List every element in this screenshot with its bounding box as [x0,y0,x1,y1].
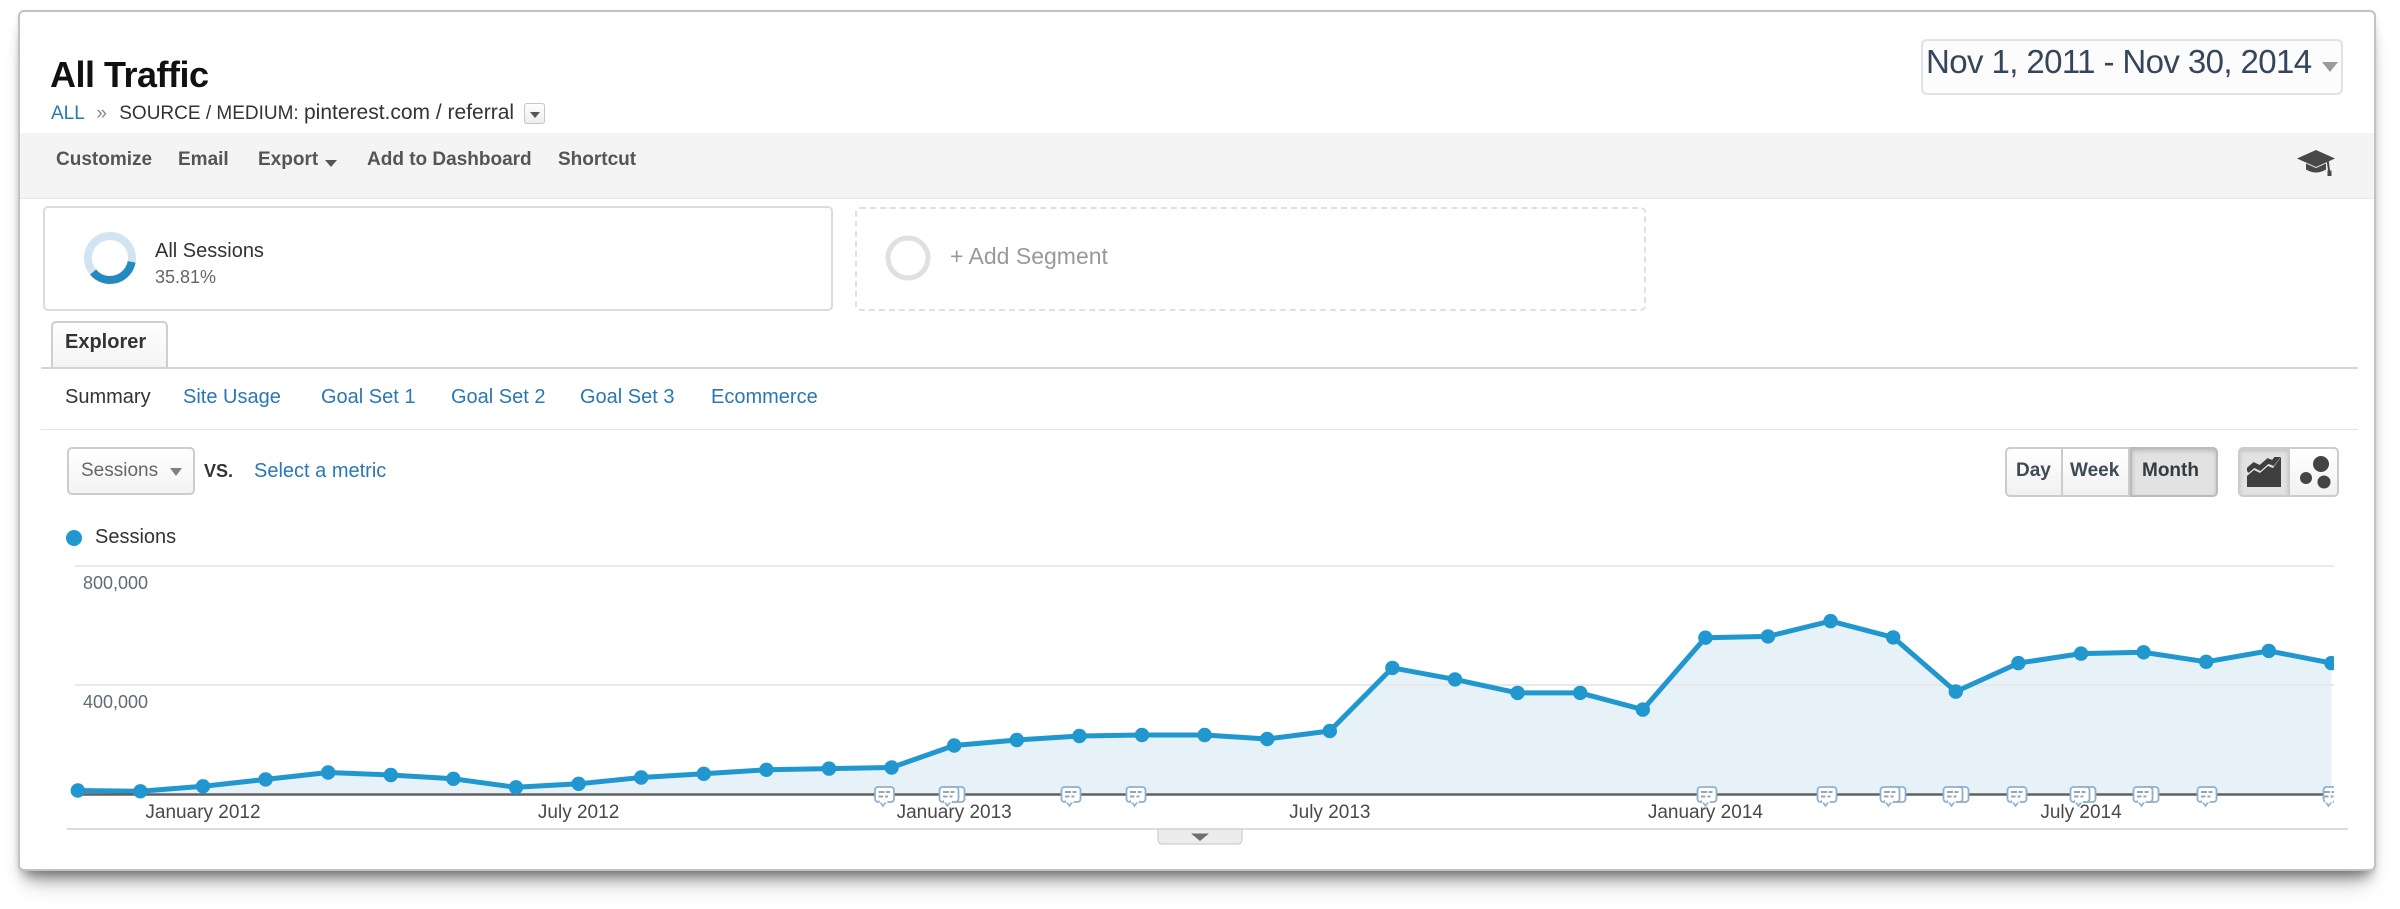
svg-text:July 2013: July 2013 [1289,802,1370,823]
svg-text:January 2012: January 2012 [145,802,260,823]
svg-text:January 2013: January 2013 [897,802,1012,823]
svg-text:800,000: 800,000 [83,573,148,593]
svg-text:400,000: 400,000 [83,692,148,712]
svg-text:January 2014: January 2014 [1648,802,1764,823]
svg-text:July 2012: July 2012 [538,802,619,823]
svg-text:July 2014: July 2014 [2040,802,2122,823]
